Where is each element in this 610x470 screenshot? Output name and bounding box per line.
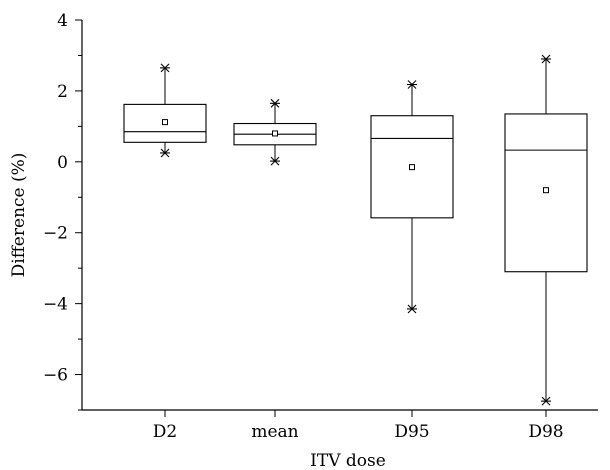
min-marker <box>160 148 170 158</box>
x-axis-title: ITV dose <box>310 451 386 470</box>
y-tick-label: 4 <box>57 11 68 31</box>
y-axis-title: Difference (%) <box>9 153 29 278</box>
y-tick-label: −4 <box>43 295 68 315</box>
mean-marker <box>543 187 549 194</box>
min-marker <box>541 396 551 406</box>
y-tick-label: −6 <box>43 366 68 386</box>
y-tick-label: −2 <box>43 224 68 244</box>
max-marker <box>541 54 551 64</box>
x-tick-label: D95 <box>394 422 429 442</box>
max-marker <box>407 80 417 89</box>
y-axis-major-ticks: −6 −4 −2 0 2 4 <box>43 11 82 386</box>
mean-marker <box>409 164 415 171</box>
min-marker <box>270 156 280 166</box>
y-axis-minor-ticks <box>78 54 82 411</box>
box-d2 <box>123 63 207 158</box>
x-tick-label: D2 <box>153 422 177 442</box>
max-marker <box>270 98 280 108</box>
box-d98 <box>504 54 588 406</box>
mean-marker <box>162 119 168 126</box>
box-series <box>123 54 588 406</box>
box-d95 <box>370 80 454 314</box>
box-mean <box>233 98 317 166</box>
x-axis-ticks: D2 mean D95 D98 <box>153 410 564 442</box>
min-marker <box>407 304 417 314</box>
y-tick-label: 0 <box>57 153 68 173</box>
x-tick-label: D98 <box>528 422 563 442</box>
x-tick-label: mean <box>251 422 298 442</box>
max-marker <box>160 63 170 73</box>
mean-marker <box>272 130 278 137</box>
y-tick-label: 2 <box>57 82 68 102</box>
